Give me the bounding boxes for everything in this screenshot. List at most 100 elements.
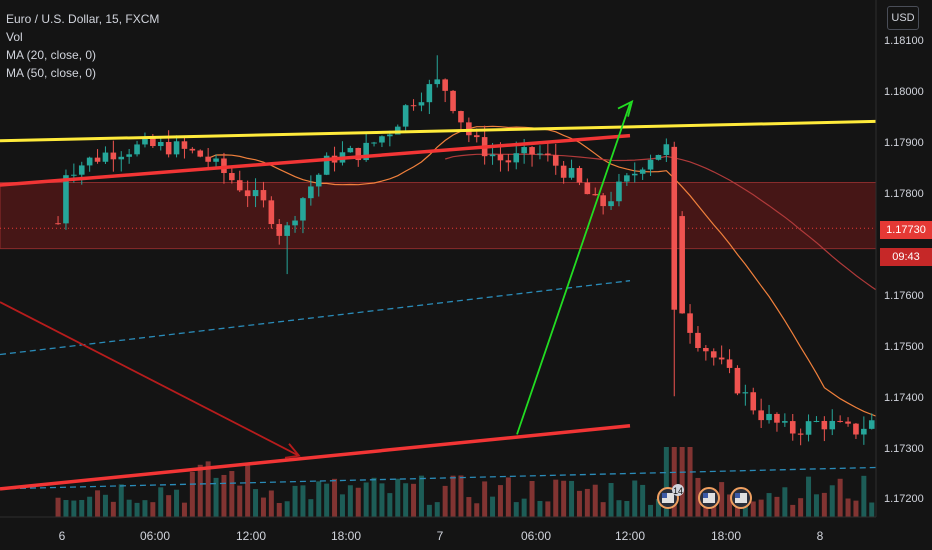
candle-body — [410, 105, 417, 107]
candle-body — [94, 157, 101, 162]
candle — [292, 215, 298, 233]
candle — [853, 423, 859, 439]
volume-bar — [118, 484, 124, 517]
volume-bar — [474, 503, 480, 517]
volume-bar — [829, 485, 835, 517]
candle — [442, 78, 448, 103]
volume-bar — [798, 498, 804, 517]
candle-body — [624, 175, 630, 182]
volume-bar — [806, 476, 812, 517]
candle-body — [458, 111, 464, 123]
us-flag-canton — [735, 493, 740, 498]
volume-bar — [245, 462, 251, 517]
candle — [450, 89, 456, 114]
price-axis — [876, 0, 932, 550]
price-tick-label: 1.17600 — [884, 290, 924, 302]
volume-bar — [102, 494, 108, 517]
candle — [86, 156, 93, 172]
candle — [703, 345, 709, 361]
candle-body — [78, 165, 85, 175]
candle — [560, 160, 567, 184]
currency-button[interactable]: USD — [887, 6, 919, 30]
candle-body — [568, 168, 575, 178]
volume-bar — [79, 499, 85, 517]
volume-bar — [782, 487, 788, 517]
candle-body — [774, 413, 780, 423]
candle — [252, 178, 259, 208]
volume-bar — [418, 475, 424, 517]
candle-body — [750, 392, 757, 411]
candle — [134, 140, 140, 157]
volume-bar — [276, 503, 282, 517]
volume-bar — [750, 501, 756, 517]
volume-bar — [569, 480, 575, 517]
candle-body — [537, 153, 543, 155]
volume-bar — [845, 498, 851, 517]
candle-body — [782, 421, 788, 423]
candle — [647, 154, 654, 177]
candle-body — [789, 421, 796, 434]
candle-body — [402, 105, 409, 127]
ma50-legend[interactable]: MA (50, close, 0) — [6, 66, 97, 80]
candle-body — [189, 148, 196, 151]
volume-bar — [529, 481, 535, 517]
volume-bar — [379, 483, 385, 517]
candle — [268, 196, 275, 229]
candle-body — [466, 122, 472, 136]
candle — [118, 151, 125, 172]
dark-red-arrow-head — [284, 443, 301, 459]
candle-body — [142, 138, 148, 145]
candle-body — [102, 152, 109, 162]
yellow-trendline — [0, 119, 877, 143]
symbol-title[interactable]: Euro / U.S. Dollar, 15, FXCM — [6, 12, 160, 26]
candle-body — [300, 198, 306, 221]
green-projection-arrow-head — [617, 99, 634, 117]
candle — [861, 416, 867, 445]
candle-body — [513, 153, 520, 163]
candle — [718, 345, 725, 365]
candle — [300, 197, 306, 234]
candle-body — [845, 421, 851, 424]
volume-bar — [158, 487, 164, 517]
candle-body — [671, 146, 678, 310]
volume-bar — [458, 475, 464, 517]
candle — [584, 178, 591, 195]
candle — [402, 104, 409, 132]
candle-body — [252, 190, 259, 197]
volume-bar — [505, 477, 511, 517]
volume-bar — [237, 485, 243, 517]
candle — [458, 110, 464, 131]
candle — [868, 413, 875, 430]
candle-body — [861, 428, 867, 435]
candle — [758, 398, 764, 428]
candle-body — [355, 147, 362, 161]
candle-body — [631, 173, 638, 176]
candle — [797, 428, 804, 446]
volume-bar — [403, 483, 409, 517]
event-count-badge — [672, 484, 684, 496]
candle-body — [268, 200, 275, 225]
volume-bar — [87, 496, 93, 517]
volume-bar — [189, 471, 195, 517]
volume-bar — [663, 447, 669, 517]
volume-bar — [727, 494, 733, 517]
candle — [181, 136, 188, 159]
candle — [315, 173, 322, 197]
volume-bar — [545, 501, 551, 517]
volume-bar — [592, 484, 598, 517]
volume-bar — [861, 475, 867, 517]
volume-bar — [213, 477, 219, 517]
candle — [529, 146, 535, 167]
us-flag-icon — [662, 493, 674, 503]
economic-event-icon — [698, 487, 720, 509]
candle-body — [244, 190, 251, 197]
ma20-legend[interactable]: MA (20, close, 0) — [6, 48, 97, 62]
candle — [789, 413, 796, 441]
candle-body — [418, 102, 425, 106]
candle — [600, 192, 606, 215]
volume-legend[interactable]: Vol — [6, 30, 23, 44]
candle — [813, 416, 820, 423]
